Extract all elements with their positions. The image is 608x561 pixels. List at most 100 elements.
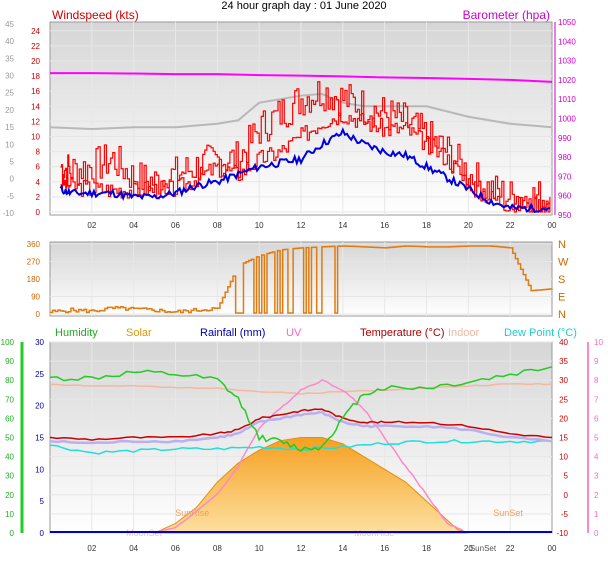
barometer-tick-label: 980 xyxy=(558,153,572,162)
page-title: 24 hour graph day : 01 June 2020 xyxy=(221,0,387,12)
temperature-line xyxy=(49,408,553,441)
rainfall-label: Rainfall (mm) xyxy=(200,327,266,339)
temp-tick-label: 45 xyxy=(5,20,14,29)
temp-tick-label: 35 xyxy=(5,54,14,63)
barometer-tick-label: 1020 xyxy=(558,76,576,85)
x-tick-label: 00 xyxy=(548,221,557,230)
x-tick-label-bottom: 20 xyxy=(464,544,473,553)
barometer-tick-label: 1040 xyxy=(558,37,576,46)
humidity-axis-label: 50 xyxy=(5,434,14,443)
temp-axis-label: 35 xyxy=(559,357,568,366)
x-tick-label: 02 xyxy=(87,221,96,230)
barometer-label: Barometer (hpa) xyxy=(462,8,550,22)
x-tick-label-bottom: 16 xyxy=(380,544,389,553)
wind-tick-label: 12 xyxy=(31,117,40,126)
barometer-tick-label: 950 xyxy=(558,211,572,220)
temp-axis-label: 40 xyxy=(559,338,568,347)
rain-axis-label: 0 xyxy=(40,529,45,538)
temp-tick-label: -5 xyxy=(7,192,15,201)
temp-tick-label: -10 xyxy=(2,209,14,218)
uv-axis-label: 6 xyxy=(594,414,599,423)
wind-tick-label: 4 xyxy=(36,178,41,187)
wind-tick-label: 10 xyxy=(31,132,40,141)
average-wind-line xyxy=(59,127,550,214)
uv-axis-label: 10 xyxy=(594,338,603,347)
temp-axis-label: 0 xyxy=(564,491,569,500)
compass-tick-label: N xyxy=(558,239,566,251)
x-tick-label: 20 xyxy=(464,221,473,230)
direction-tick-label: 90 xyxy=(31,293,40,302)
wind-tick-label: 18 xyxy=(31,72,40,81)
solar-label: Solar xyxy=(126,327,152,339)
wind-tick-label: 22 xyxy=(31,42,40,51)
x-tick-label-bottom: 08 xyxy=(213,544,222,553)
temp-axis-label: 10 xyxy=(559,453,568,462)
humidity-axis-label: 80 xyxy=(5,376,14,385)
sunrise-label: SunRise xyxy=(175,508,209,518)
direction-tick-label: 360 xyxy=(27,240,41,249)
uv-axis-label: 5 xyxy=(594,434,599,443)
wind-tick-label: 2 xyxy=(36,193,41,202)
temp-axis-label: -5 xyxy=(561,510,569,519)
temp-tick-label: 0 xyxy=(10,175,15,184)
uv-axis-label: 3 xyxy=(594,472,599,481)
solar-area xyxy=(154,437,469,534)
rain-axis-label: 5 xyxy=(40,497,45,506)
x-tick-label-bottom: 22 xyxy=(506,544,515,553)
temperature-trace-line xyxy=(49,92,553,131)
compass-tick-label: S xyxy=(558,274,565,286)
x-tick-label: 06 xyxy=(171,221,180,230)
dewpoint-label: Dew Point (°C) xyxy=(504,327,577,339)
x-tick-label: 10 xyxy=(255,221,264,230)
barometer-tick-label: 1050 xyxy=(558,18,576,27)
wind-tick-label: 16 xyxy=(31,87,40,96)
temp-tick-label: 20 xyxy=(5,106,14,115)
wind-tick-label: 20 xyxy=(31,57,40,66)
x-tick-label: 12 xyxy=(297,221,306,230)
x-tick-label: 18 xyxy=(422,221,431,230)
barometer-tick-label: 970 xyxy=(558,172,572,181)
temp-tick-label: 25 xyxy=(5,89,14,98)
indoor-label: Indoor xyxy=(448,327,480,339)
direction-tick-label: 270 xyxy=(27,258,41,267)
humidity-axis-label: 100 xyxy=(1,338,15,347)
temp-tick-label: 40 xyxy=(5,37,14,46)
temp-tick-label: 10 xyxy=(5,140,14,149)
humidity-axis-label: 70 xyxy=(5,395,14,404)
x-tick-label-bottom: 14 xyxy=(338,544,347,553)
rain-axis-label: 30 xyxy=(35,338,44,347)
barometer-tick-label: 1010 xyxy=(558,95,576,104)
temp-axis-label: 15 xyxy=(559,434,568,443)
wind-tick-label: 14 xyxy=(31,102,40,111)
uv-axis-label: 1 xyxy=(594,510,599,519)
humidity-line xyxy=(49,366,553,452)
uv-axis-label: 9 xyxy=(594,357,599,366)
uv-axis-label: 0 xyxy=(594,529,599,538)
windspeed-label: Windspeed (kts) xyxy=(52,8,139,22)
x-tick-label-bottom: 10 xyxy=(255,544,264,553)
temp-tick-label: 15 xyxy=(5,123,14,132)
x-tick-label-bottom: 00 xyxy=(548,544,557,553)
feels-like-line xyxy=(49,410,553,445)
x-tick-label: 14 xyxy=(338,221,347,230)
wind-tick-label: 0 xyxy=(36,208,41,217)
temp-tick-label: 30 xyxy=(5,72,14,81)
humidity-axis-label: 0 xyxy=(10,529,15,538)
wind-tick-label: 6 xyxy=(36,163,41,172)
temp-axis-label: 30 xyxy=(559,376,568,385)
uv-axis-label: 2 xyxy=(594,491,599,500)
rain-axis-label: 10 xyxy=(35,465,44,474)
x-tick-label-bottom: 18 xyxy=(422,544,431,553)
humidity-label: Humidity xyxy=(55,327,98,339)
rain-axis-label: 25 xyxy=(35,370,44,379)
wind-tick-label: 8 xyxy=(36,148,41,157)
direction-tick-label: 180 xyxy=(27,275,41,284)
x-tick-label: 08 xyxy=(213,221,222,230)
uv-axis-label: 4 xyxy=(594,453,599,462)
temp-tick-label: 5 xyxy=(10,157,15,166)
uv-axis-label: 8 xyxy=(594,376,599,385)
barometer-tick-label: 1030 xyxy=(558,57,576,66)
compass-tick-label: W xyxy=(558,257,569,269)
